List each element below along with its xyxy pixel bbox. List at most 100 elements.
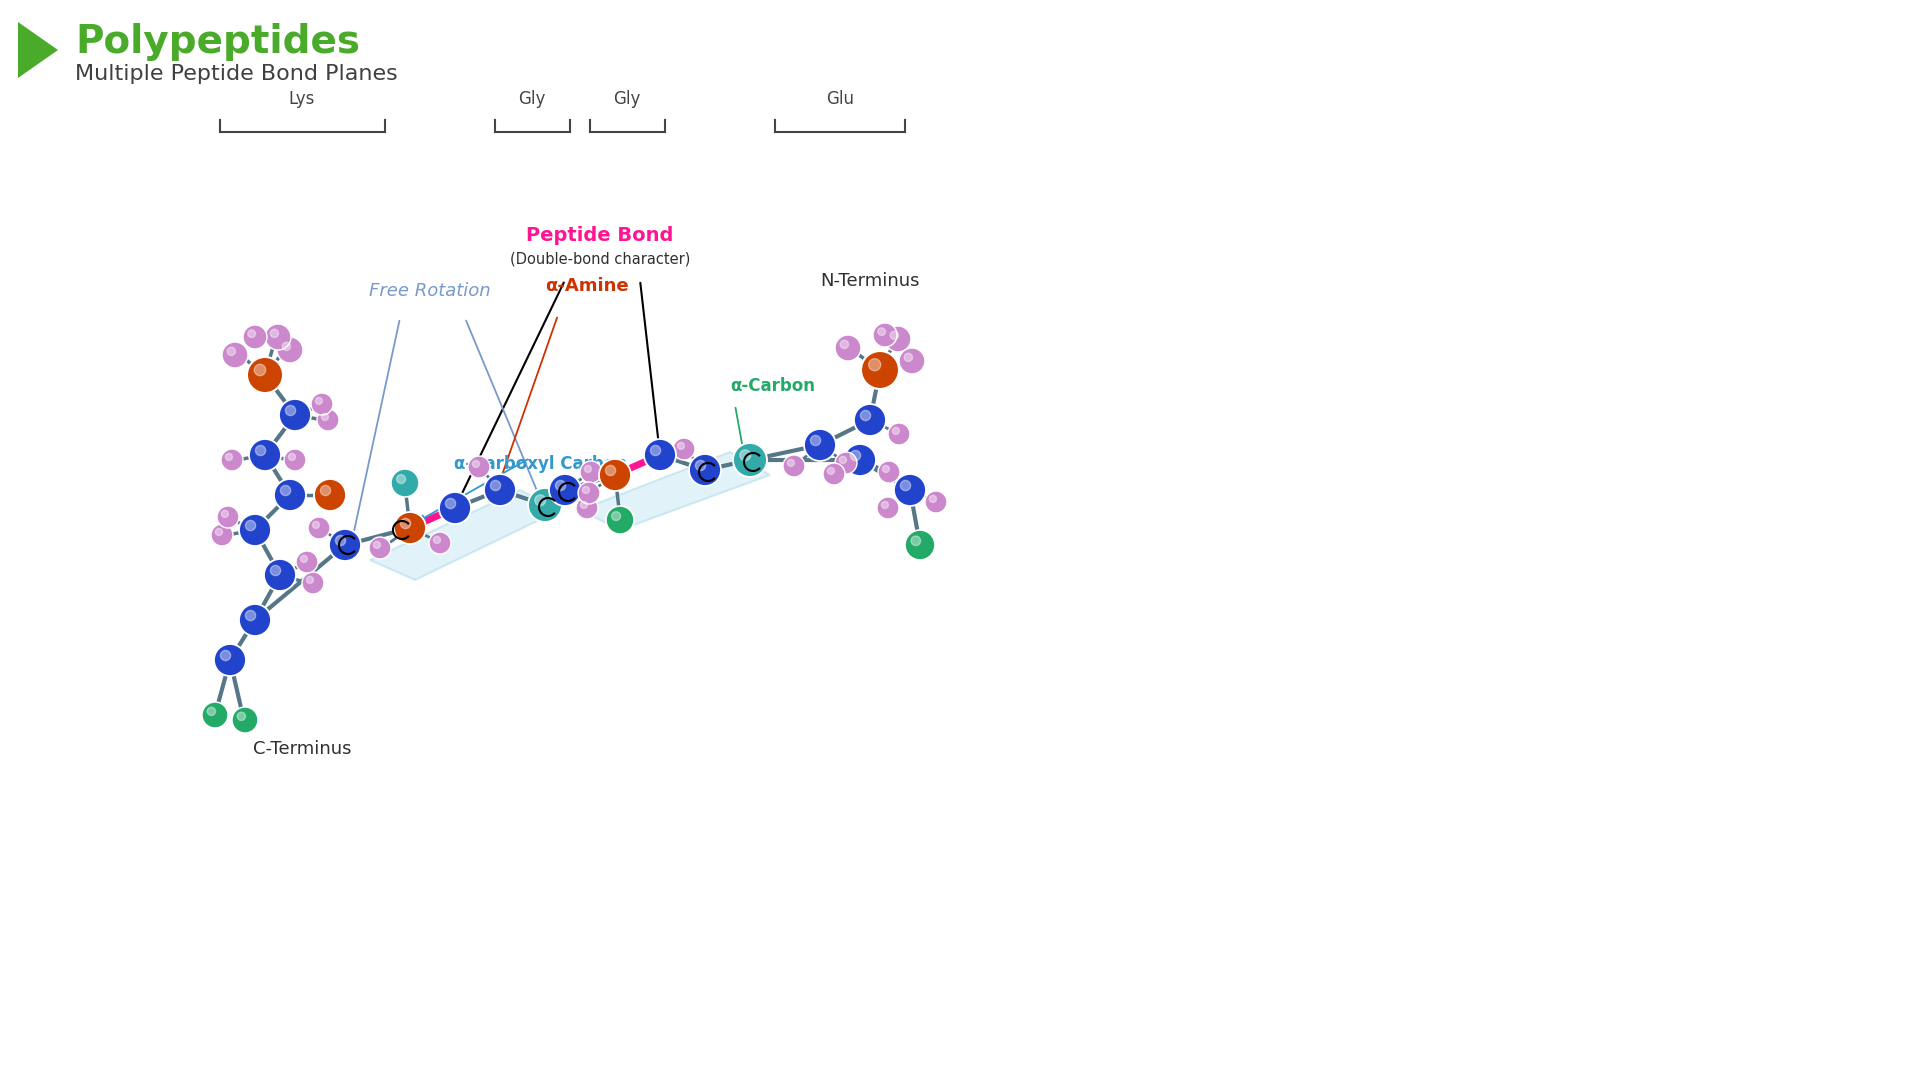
Text: C-Terminus: C-Terminus	[253, 740, 351, 758]
Circle shape	[321, 414, 328, 420]
Circle shape	[841, 340, 849, 349]
Polygon shape	[17, 22, 58, 78]
Circle shape	[307, 577, 313, 583]
Circle shape	[787, 459, 795, 467]
Circle shape	[317, 409, 340, 431]
Circle shape	[372, 541, 380, 549]
Circle shape	[248, 357, 282, 393]
Circle shape	[280, 485, 290, 496]
Circle shape	[275, 480, 305, 511]
Circle shape	[490, 481, 501, 490]
Circle shape	[824, 463, 845, 485]
Text: Free Rotation: Free Rotation	[369, 282, 492, 300]
Circle shape	[528, 488, 563, 522]
Text: Gly: Gly	[518, 90, 545, 108]
Text: Multiple Peptide Bond Planes: Multiple Peptide Bond Planes	[75, 64, 397, 84]
Circle shape	[284, 449, 305, 471]
Circle shape	[394, 512, 426, 544]
Circle shape	[739, 449, 751, 461]
Circle shape	[839, 457, 847, 463]
Circle shape	[207, 707, 215, 716]
Circle shape	[253, 364, 265, 376]
Circle shape	[221, 650, 230, 661]
Circle shape	[217, 507, 238, 528]
Text: Glu: Glu	[826, 90, 854, 108]
Circle shape	[910, 536, 920, 545]
Circle shape	[733, 443, 766, 477]
Circle shape	[313, 522, 319, 528]
Circle shape	[612, 512, 620, 521]
Circle shape	[599, 459, 632, 491]
Circle shape	[877, 328, 885, 336]
Circle shape	[835, 453, 856, 474]
Circle shape	[238, 514, 271, 546]
Circle shape	[891, 332, 899, 339]
Circle shape	[584, 465, 591, 472]
Circle shape	[578, 482, 599, 504]
Circle shape	[895, 474, 925, 507]
Circle shape	[213, 644, 246, 676]
Circle shape	[401, 518, 411, 528]
Circle shape	[445, 498, 455, 509]
Circle shape	[877, 497, 899, 519]
Circle shape	[221, 511, 228, 517]
Circle shape	[582, 486, 589, 494]
Circle shape	[282, 342, 290, 351]
Circle shape	[223, 342, 248, 368]
Circle shape	[851, 450, 860, 461]
Circle shape	[484, 474, 516, 507]
Circle shape	[232, 707, 257, 733]
Circle shape	[428, 532, 451, 554]
Circle shape	[315, 397, 323, 404]
Circle shape	[246, 610, 255, 621]
Circle shape	[397, 474, 405, 484]
Circle shape	[215, 528, 223, 536]
Circle shape	[328, 529, 361, 561]
Circle shape	[904, 353, 912, 362]
Circle shape	[845, 444, 876, 476]
Circle shape	[643, 438, 676, 471]
Circle shape	[868, 359, 881, 370]
Circle shape	[877, 461, 900, 483]
Circle shape	[783, 455, 804, 477]
Circle shape	[238, 604, 271, 636]
Circle shape	[804, 429, 835, 461]
Circle shape	[271, 329, 278, 338]
Circle shape	[250, 438, 280, 471]
Circle shape	[271, 566, 280, 576]
Circle shape	[392, 469, 419, 497]
Circle shape	[286, 405, 296, 416]
Circle shape	[828, 468, 835, 474]
Circle shape	[904, 530, 935, 561]
Polygon shape	[371, 490, 561, 580]
Circle shape	[695, 460, 707, 471]
Circle shape	[678, 443, 684, 449]
Circle shape	[265, 324, 292, 350]
Circle shape	[555, 481, 566, 490]
Text: Gly: Gly	[612, 90, 641, 108]
Circle shape	[860, 410, 870, 420]
Circle shape	[689, 454, 722, 486]
Text: α-Amine: α-Amine	[545, 276, 628, 295]
Circle shape	[835, 335, 860, 361]
Circle shape	[307, 517, 330, 539]
Circle shape	[549, 474, 582, 507]
Circle shape	[580, 501, 588, 509]
Circle shape	[301, 572, 324, 594]
Circle shape	[929, 496, 937, 502]
Circle shape	[276, 337, 303, 363]
Circle shape	[321, 485, 330, 496]
Circle shape	[221, 449, 244, 471]
Circle shape	[227, 347, 236, 355]
Circle shape	[885, 326, 910, 352]
Circle shape	[900, 481, 910, 490]
Circle shape	[202, 702, 228, 728]
Circle shape	[883, 465, 889, 472]
Text: Lys: Lys	[288, 90, 315, 108]
Circle shape	[605, 465, 616, 475]
Polygon shape	[580, 453, 770, 530]
Circle shape	[278, 399, 311, 431]
Circle shape	[472, 460, 480, 468]
Circle shape	[854, 404, 885, 436]
Circle shape	[674, 438, 695, 460]
